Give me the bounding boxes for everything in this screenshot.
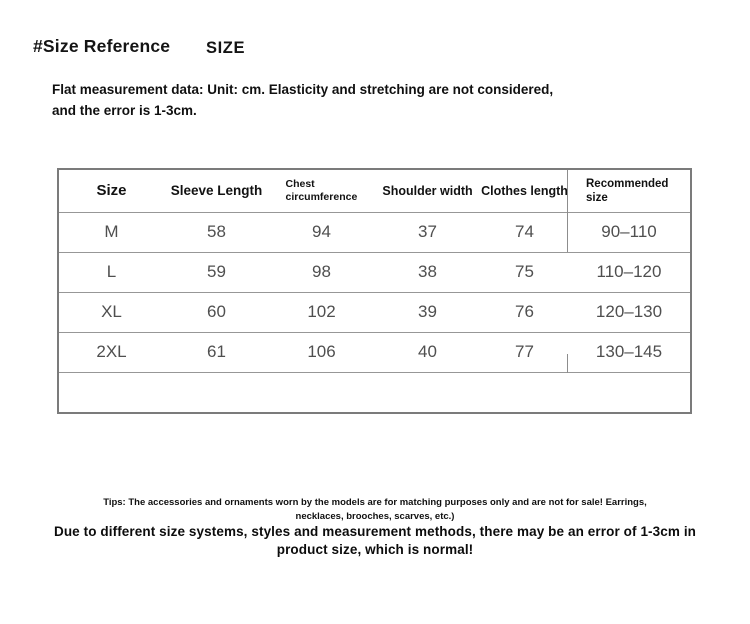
measurement-cell: 75 [515, 262, 534, 281]
size-table: Size Sleeve Length Chest circumference S… [57, 168, 692, 414]
measurement-cell: 60 [207, 302, 226, 321]
size-label-cell: 2XL [96, 342, 127, 361]
size-row: 2XL 61 106 40 77 130–145 [58, 332, 691, 372]
col-header-sleeve-length-label: Sleeve Length [170, 183, 263, 199]
footer-tips-line2: necklaces, brooches, scarves, etc.) [295, 511, 455, 522]
column-divider-segment [567, 354, 568, 373]
measurement-note: Flat measurement data: Unit: cm. Elastic… [52, 82, 554, 118]
size-label-cell: L [106, 262, 117, 281]
col-header-shoulder-width: Shoulder width [374, 169, 481, 212]
empty-cell [58, 372, 164, 413]
empty-cell [269, 372, 374, 413]
col-header-size: Size [58, 169, 164, 212]
measurement-cell: 90–110 [601, 222, 657, 241]
empty-cell [568, 372, 691, 413]
col-header-recommended-size-label: Recommended size [586, 177, 669, 204]
empty-cell [164, 372, 269, 413]
size-heading: SIZE [206, 39, 246, 57]
col-header-clothes-length-label: Clothes length [481, 183, 568, 198]
measurement-cell: 120–130 [595, 302, 663, 321]
col-header-chest-circumference: Chest circumference [269, 169, 374, 212]
measurement-cell: 106 [307, 342, 336, 361]
measurement-cell: 40 [418, 342, 437, 361]
empty-row [58, 372, 691, 413]
size-table-container: Size Sleeve Length Chest circumference S… [57, 168, 692, 414]
col-header-chest-circumference-label: Chest circumference [285, 177, 358, 203]
measurement-cell: 59 [207, 262, 226, 281]
measurement-cell: 61 [207, 342, 226, 361]
page-title: #Size Reference [33, 36, 171, 56]
measurement-cell: 130–145 [595, 342, 663, 361]
col-header-clothes-length: Clothes length [481, 169, 568, 212]
measurement-cell: 37 [418, 222, 437, 241]
measurement-cell: 98 [312, 262, 331, 281]
measurement-cell: 74 [515, 222, 534, 241]
empty-cell [481, 372, 568, 413]
measurement-cell: 76 [515, 302, 534, 321]
size-row: L 59 98 38 75 110–120 [58, 252, 691, 292]
size-table-header-row: Size Sleeve Length Chest circumference S… [58, 169, 691, 212]
size-label-cell: M [104, 222, 119, 241]
empty-cell [374, 372, 481, 413]
size-label-cell: XL [101, 302, 122, 321]
measurement-cell: 58 [207, 222, 226, 241]
col-header-sleeve-length: Sleeve Length [164, 169, 269, 212]
measurement-cell: 102 [307, 302, 336, 321]
col-header-size-label: Size [96, 182, 127, 200]
size-row: M 58 94 37 74 90–110 [58, 212, 691, 252]
measurement-cell: 110–120 [596, 262, 662, 281]
col-header-shoulder-width-label: Shoulder width [382, 183, 473, 198]
footer-error-note-line1: Due to different size systems, styles an… [53, 524, 697, 539]
measurement-cell: 39 [418, 302, 437, 321]
footer-error-note-line2: product size, which is normal! [276, 542, 474, 557]
footer-tips-line1: Tips: The accessories and ornaments worn… [103, 497, 647, 508]
measurement-cell: 38 [418, 262, 437, 281]
measurement-cell: 77 [515, 342, 534, 361]
size-row: XL 60 102 39 76 120–130 [58, 292, 691, 332]
measurement-cell: 94 [312, 222, 331, 241]
col-header-recommended-size: Recommended size [568, 169, 691, 212]
column-divider-segment [567, 170, 568, 252]
